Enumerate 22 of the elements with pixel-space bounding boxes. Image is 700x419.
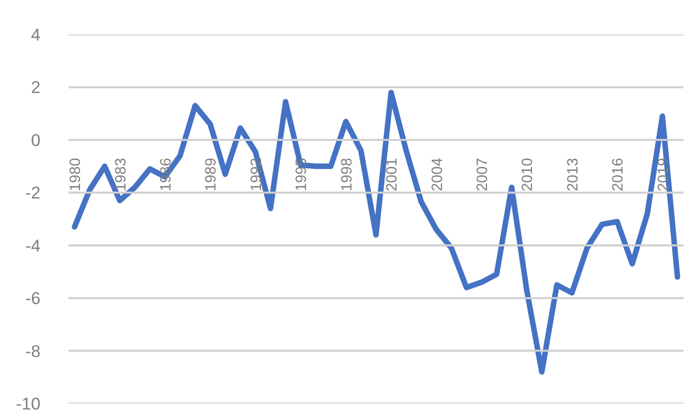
x-tick-label: 2019 — [654, 158, 672, 192]
x-tick-label: 1980 — [67, 158, 84, 192]
y-tick-label: -2 — [25, 184, 41, 203]
x-tick-label: 2016 — [610, 158, 627, 192]
x-tick-label: 2010 — [519, 158, 536, 192]
x-tick-label: 2013 — [564, 158, 582, 192]
x-tick-label: 1998 — [338, 158, 356, 192]
y-tick-label: -4 — [25, 236, 41, 256]
x-tick-label: 1995 — [293, 158, 310, 192]
y-tick-label: -6 — [25, 289, 41, 308]
x-tick-label: 1992 — [248, 158, 265, 192]
x-tick-label: 2007 — [474, 158, 492, 192]
y-tick-label: -10 — [16, 394, 41, 414]
x-tick-label: 1986 — [157, 158, 174, 192]
x-tick-label: 2004 — [428, 158, 446, 192]
y-tick-label: 2 — [31, 78, 41, 98]
x-tick-label: 1983 — [112, 158, 130, 192]
y-tick-label: -8 — [25, 342, 41, 361]
x-tick-label: 2001 — [384, 158, 401, 192]
x-tick-label: 1989 — [202, 158, 220, 192]
y-tick-label: 4 — [31, 26, 41, 44]
y-tick-label: 0 — [31, 130, 41, 150]
